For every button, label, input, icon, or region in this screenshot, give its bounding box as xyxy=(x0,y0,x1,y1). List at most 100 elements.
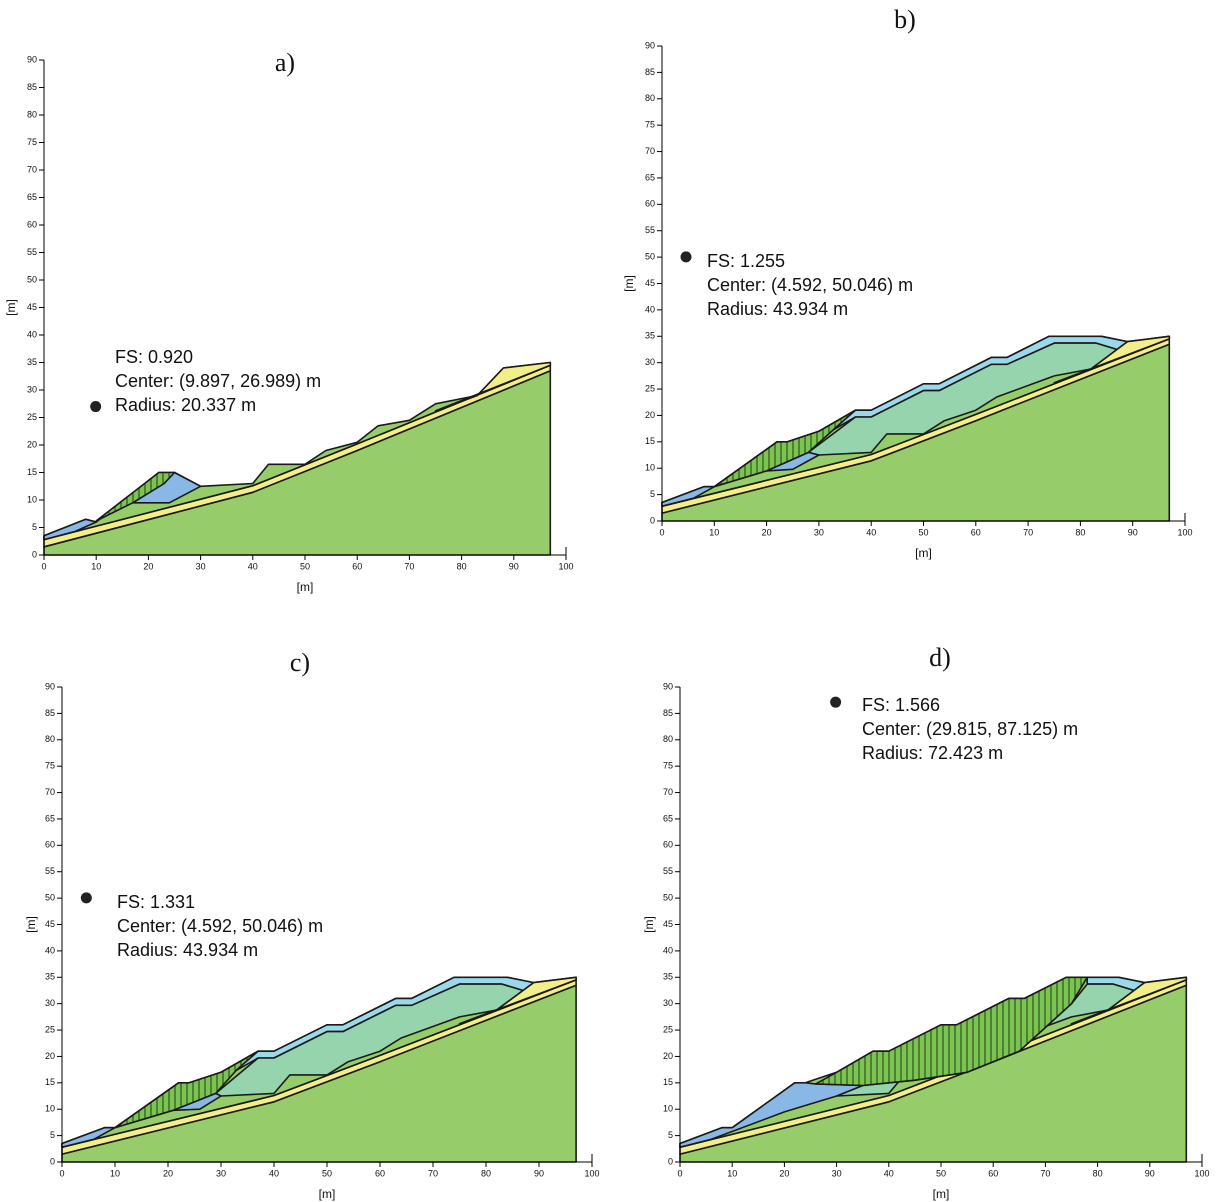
x-tick-label: 80 xyxy=(1093,1168,1103,1178)
annotation: Center: (9.897, 26.989) m xyxy=(115,371,321,391)
x-axis-label: [m] xyxy=(915,546,932,560)
x-tick-label: 40 xyxy=(248,561,258,571)
x-tick-label: 10 xyxy=(91,561,101,571)
y-tick-label: 20 xyxy=(663,1051,673,1061)
y-tick-label: 85 xyxy=(645,67,655,77)
y-tick-label: 85 xyxy=(663,708,673,718)
annotation: Radius: 72.423 m xyxy=(862,743,1003,763)
y-tick-label: 90 xyxy=(663,681,673,691)
x-axis-label: [m] xyxy=(319,1187,336,1201)
annotation: FS: 0.920 xyxy=(115,347,193,367)
panel-title: d) xyxy=(929,643,951,672)
x-tick-label: 30 xyxy=(216,1168,226,1178)
annotation: Center: (4.592, 50.046) m xyxy=(707,275,913,295)
y-tick-label: 50 xyxy=(27,274,37,284)
y-tick-label: 10 xyxy=(45,1104,55,1114)
x-tick-label: 100 xyxy=(584,1168,599,1178)
panel: b) 0 5 10 15 20 25 30 35 40 45 50 55 60 65 70 75 80 85 90 0 1… xyxy=(622,5,1192,560)
y-tick-label: 45 xyxy=(663,919,673,929)
y-tick-label: 50 xyxy=(645,251,655,261)
y-tick-label: 65 xyxy=(645,172,655,182)
y-tick-label: 80 xyxy=(45,734,55,744)
x-tick-label: 50 xyxy=(300,561,310,571)
y-tick-label: 60 xyxy=(27,219,37,229)
panel: c) 0 5 10 15 20 25 30 35 40 45 50 55 60 65 70 75 80 85 90 0 1… xyxy=(24,648,599,1201)
y-tick-label: 5 xyxy=(32,522,37,532)
y-tick-label: 40 xyxy=(663,945,673,955)
x-tick-label: 10 xyxy=(709,527,719,537)
x-tick-label: 80 xyxy=(481,1168,491,1178)
y-tick-label: 50 xyxy=(45,892,55,902)
y-tick-label: 60 xyxy=(645,199,655,209)
y-tick-label: 25 xyxy=(45,1024,55,1034)
y-tick-label: 0 xyxy=(50,1156,55,1166)
y-tick-label: 5 xyxy=(50,1130,55,1140)
annotation: Radius: 43.934 m xyxy=(707,299,848,319)
y-tick-label: 65 xyxy=(663,813,673,823)
y-tick-label: 70 xyxy=(27,164,37,174)
y-tick-label: 55 xyxy=(645,225,655,235)
y-tick-label: 5 xyxy=(668,1130,673,1140)
x-axis-label: [m] xyxy=(933,1187,950,1201)
y-tick-label: 20 xyxy=(45,1051,55,1061)
y-tick-label: 55 xyxy=(27,247,37,257)
soil-region xyxy=(434,361,552,412)
annotation: FS: 1.331 xyxy=(117,892,195,912)
x-tick-label: 60 xyxy=(352,561,362,571)
x-tick-label: 60 xyxy=(971,527,981,537)
y-tick-label: 60 xyxy=(45,840,55,850)
y-tick-label: 90 xyxy=(45,681,55,691)
y-tick-label: 30 xyxy=(27,384,37,394)
y-tick-label: 60 xyxy=(663,840,673,850)
panel: d) 0 5 10 15 20 25 30 35 40 45 50 55 60 65 70 75 80 85 90 0 1… xyxy=(642,643,1209,1201)
panel-title: c) xyxy=(290,648,310,677)
y-tick-label: 10 xyxy=(645,463,655,473)
x-tick-label: 70 xyxy=(404,561,414,571)
annotation: Radius: 43.934 m xyxy=(117,940,258,960)
slip-center xyxy=(680,251,692,263)
y-axis-label: [m] xyxy=(4,299,18,316)
annotation: Radius: 20.337 m xyxy=(115,395,256,415)
y-tick-label: 35 xyxy=(45,972,55,982)
y-tick-label: 0 xyxy=(650,515,655,525)
panel: a) 0 5 10 15 20 25 30 35 40 45 50 55 60 65 70 75 80 85 90 0 1… xyxy=(4,48,573,594)
y-tick-label: 30 xyxy=(663,998,673,1008)
y-tick-label: 20 xyxy=(645,410,655,420)
x-tick-label: 40 xyxy=(884,1168,894,1178)
y-tick-label: 40 xyxy=(45,945,55,955)
y-tick-label: 15 xyxy=(27,467,37,477)
y-tick-label: 40 xyxy=(27,329,37,339)
soil-region xyxy=(679,1082,864,1148)
soil-region xyxy=(114,1050,259,1129)
x-tick-label: 20 xyxy=(779,1168,789,1178)
slip-center xyxy=(80,892,92,904)
y-tick-label: 35 xyxy=(645,331,655,341)
x-tick-label: 30 xyxy=(196,561,206,571)
y-tick-label: 25 xyxy=(645,383,655,393)
slip-center xyxy=(90,401,102,413)
x-tick-label: 0 xyxy=(59,1168,64,1178)
soil-region xyxy=(458,976,577,1025)
panel-title: b) xyxy=(894,5,916,34)
y-tick-label: 85 xyxy=(27,82,37,92)
x-tick-label: 50 xyxy=(936,1168,946,1178)
annotation: FS: 1.566 xyxy=(862,695,940,715)
annotation: Center: (4.592, 50.046) m xyxy=(117,916,323,936)
y-axis-label: [m] xyxy=(622,275,636,292)
y-tick-label: 20 xyxy=(27,439,37,449)
x-axis-label: [m] xyxy=(297,580,314,594)
y-tick-label: 90 xyxy=(27,54,37,64)
y-tick-label: 75 xyxy=(663,761,673,771)
panel-title: a) xyxy=(275,48,295,77)
x-tick-label: 60 xyxy=(988,1168,998,1178)
y-tick-label: 25 xyxy=(663,1024,673,1034)
soil-region xyxy=(1070,976,1188,1025)
x-tick-label: 0 xyxy=(659,527,664,537)
y-tick-label: 45 xyxy=(27,302,37,312)
x-tick-label: 20 xyxy=(143,561,153,571)
y-tick-label: 70 xyxy=(645,146,655,156)
x-tick-label: 20 xyxy=(762,527,772,537)
x-tick-label: 20 xyxy=(163,1168,173,1178)
y-tick-label: 75 xyxy=(45,761,55,771)
